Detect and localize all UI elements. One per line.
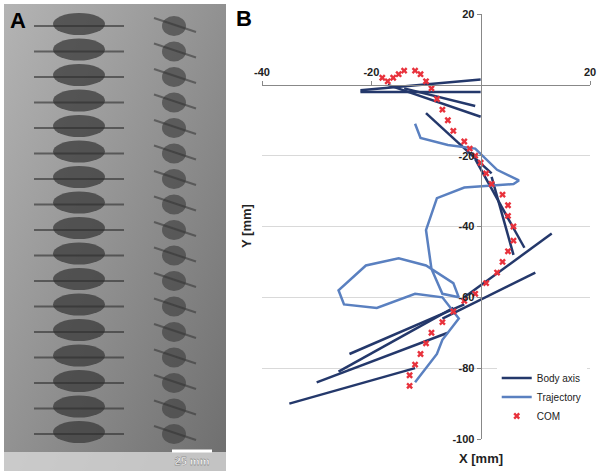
svg-text:-20: -20 <box>459 150 475 162</box>
svg-text:20: 20 <box>584 66 596 78</box>
svg-text:-40: -40 <box>459 220 475 232</box>
html-text:B: B <box>236 6 252 31</box>
svg-text:-60: -60 <box>459 291 475 303</box>
svg-text:-20: -20 <box>363 66 379 78</box>
svg-text:20: 20 <box>462 8 474 20</box>
svg-text:-40: -40 <box>254 66 270 78</box>
svg-text:Body axis: Body axis <box>537 373 580 384</box>
svg-text:COM: COM <box>537 411 560 422</box>
svg-text:-100: -100 <box>452 433 474 445</box>
svg-text:Y [mm]: Y [mm] <box>239 204 254 248</box>
svg-text:-80: -80 <box>459 362 475 374</box>
html-text:A: A <box>10 8 26 33</box>
svg-text:X [mm]: X [mm] <box>459 451 503 466</box>
svg-text:Trajectory: Trajectory <box>537 392 581 403</box>
svg-text:25 mm: 25 mm <box>175 455 210 467</box>
